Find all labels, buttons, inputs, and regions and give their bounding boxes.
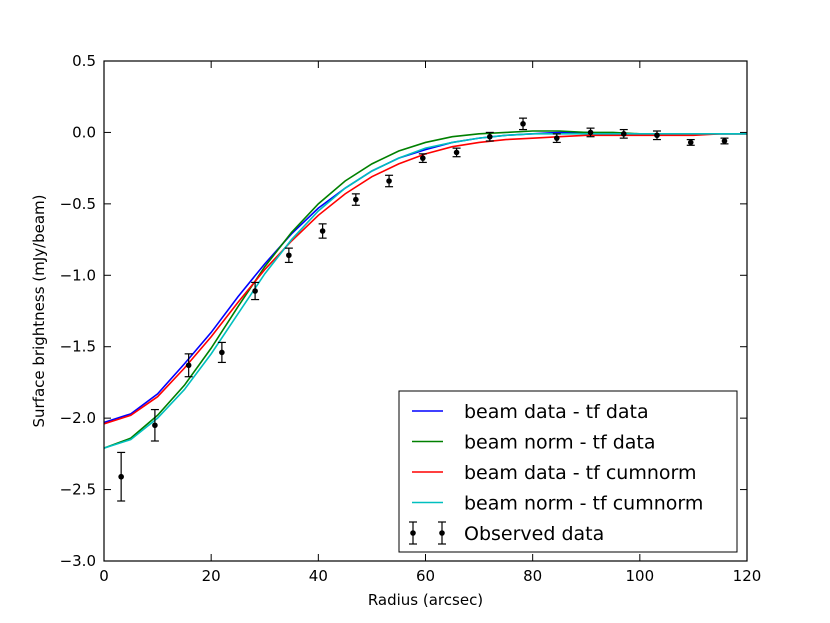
observed-marker [420,155,426,161]
observed-marker [520,121,526,127]
observed-marker [353,196,359,203]
x-axis-label: Radius (arcsec) [368,591,483,609]
observed-point-6 [284,247,293,264]
x-tick-label: 80 [523,567,542,585]
y-axis-ticks: 0.5 0.0 −0.5 −1.0 −1.5 −2.0 −2.5 −3.0 [60,52,747,570]
x-tick-label: 0 [99,567,109,585]
observed-marker [721,138,728,144]
observed-point-15 [586,127,595,138]
x-tick-label: 60 [416,567,435,585]
observed-point-17 [652,130,661,141]
observed-point-12 [485,131,494,142]
observed-point-2 [150,408,159,442]
x-tick-label: 40 [309,567,328,585]
observed-marker [487,133,493,140]
observed-marker [553,135,560,141]
observed-marker [118,473,124,480]
legend-marker-observed-2 [438,521,446,545]
observed-point-3 [184,353,193,378]
observed-point-19 [720,137,729,145]
observed-point-18 [686,138,695,146]
observed-marker [185,362,192,369]
observed-point-5 [251,281,260,301]
legend-marker-observed-1 [409,521,417,545]
observed-point-11 [452,147,461,158]
observed-point-8 [351,193,360,206]
observed-marker [386,178,392,184]
observed-marker [620,131,627,137]
observed-marker [453,149,460,156]
y-tick-label: −1.5 [60,338,96,356]
observed-data-points [117,117,729,502]
observed-marker [286,252,292,259]
y-tick-label: 0.5 [72,52,96,70]
y-tick-label: −2.5 [60,481,96,499]
observed-marker [319,228,326,234]
observed-point-7 [318,223,327,239]
y-tick-label: 0.0 [72,123,96,141]
x-axis-ticks: 0 20 40 60 80 100 120 [99,61,761,585]
observed-point-1 [117,451,126,502]
observed-marker [152,422,158,429]
legend-marker-dot [439,530,445,536]
series-line-3 [104,133,747,425]
x-tick-label: 120 [733,567,762,585]
legend-label-1: beam data - tf data [464,401,649,423]
legend-label-2: beam norm - tf data [464,432,656,454]
y-tick-label: −2.0 [60,409,96,427]
x-tick-label: 20 [202,567,221,585]
y-tick-label: −1.0 [60,266,96,284]
observed-marker [687,139,694,146]
observed-marker [219,349,225,356]
series-line-4 [104,133,747,449]
x-tick-label: 100 [626,567,655,585]
legend-label-4: beam norm - tf cumnorm [464,493,703,515]
y-axis-label: Surface brightness (mJy/beam) [30,194,48,427]
legend-label-observed: Observed data [464,523,604,545]
y-tick-label: −3.0 [60,552,96,570]
series-line-1 [104,131,747,424]
observed-marker [654,132,660,139]
legend-marker-dot [410,530,416,536]
legend-box [398,390,738,553]
legend-label-3: beam data - tf cumnorm [464,462,697,484]
observed-point-16 [619,128,628,139]
y-tick-label: −0.5 [60,195,96,213]
observed-marker [252,288,258,294]
legend: beam data - tf data beam norm - tf data be… [398,390,738,553]
observed-point-14 [552,133,561,144]
observed-point-13 [519,117,528,131]
observed-marker [587,129,594,136]
observed-point-4 [217,341,226,364]
observed-point-9 [385,174,394,188]
observed-point-10 [418,153,427,164]
